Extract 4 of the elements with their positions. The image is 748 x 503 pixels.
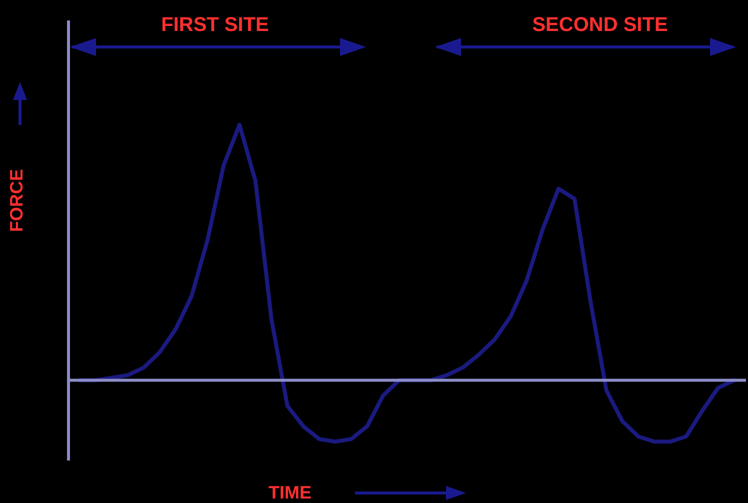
text: SECOND SITE <box>532 14 668 37</box>
text: FIRST SITE <box>161 14 269 37</box>
y-axis-title: FORCE <box>6 169 26 232</box>
x-axis-title: TIME <box>268 482 312 502</box>
